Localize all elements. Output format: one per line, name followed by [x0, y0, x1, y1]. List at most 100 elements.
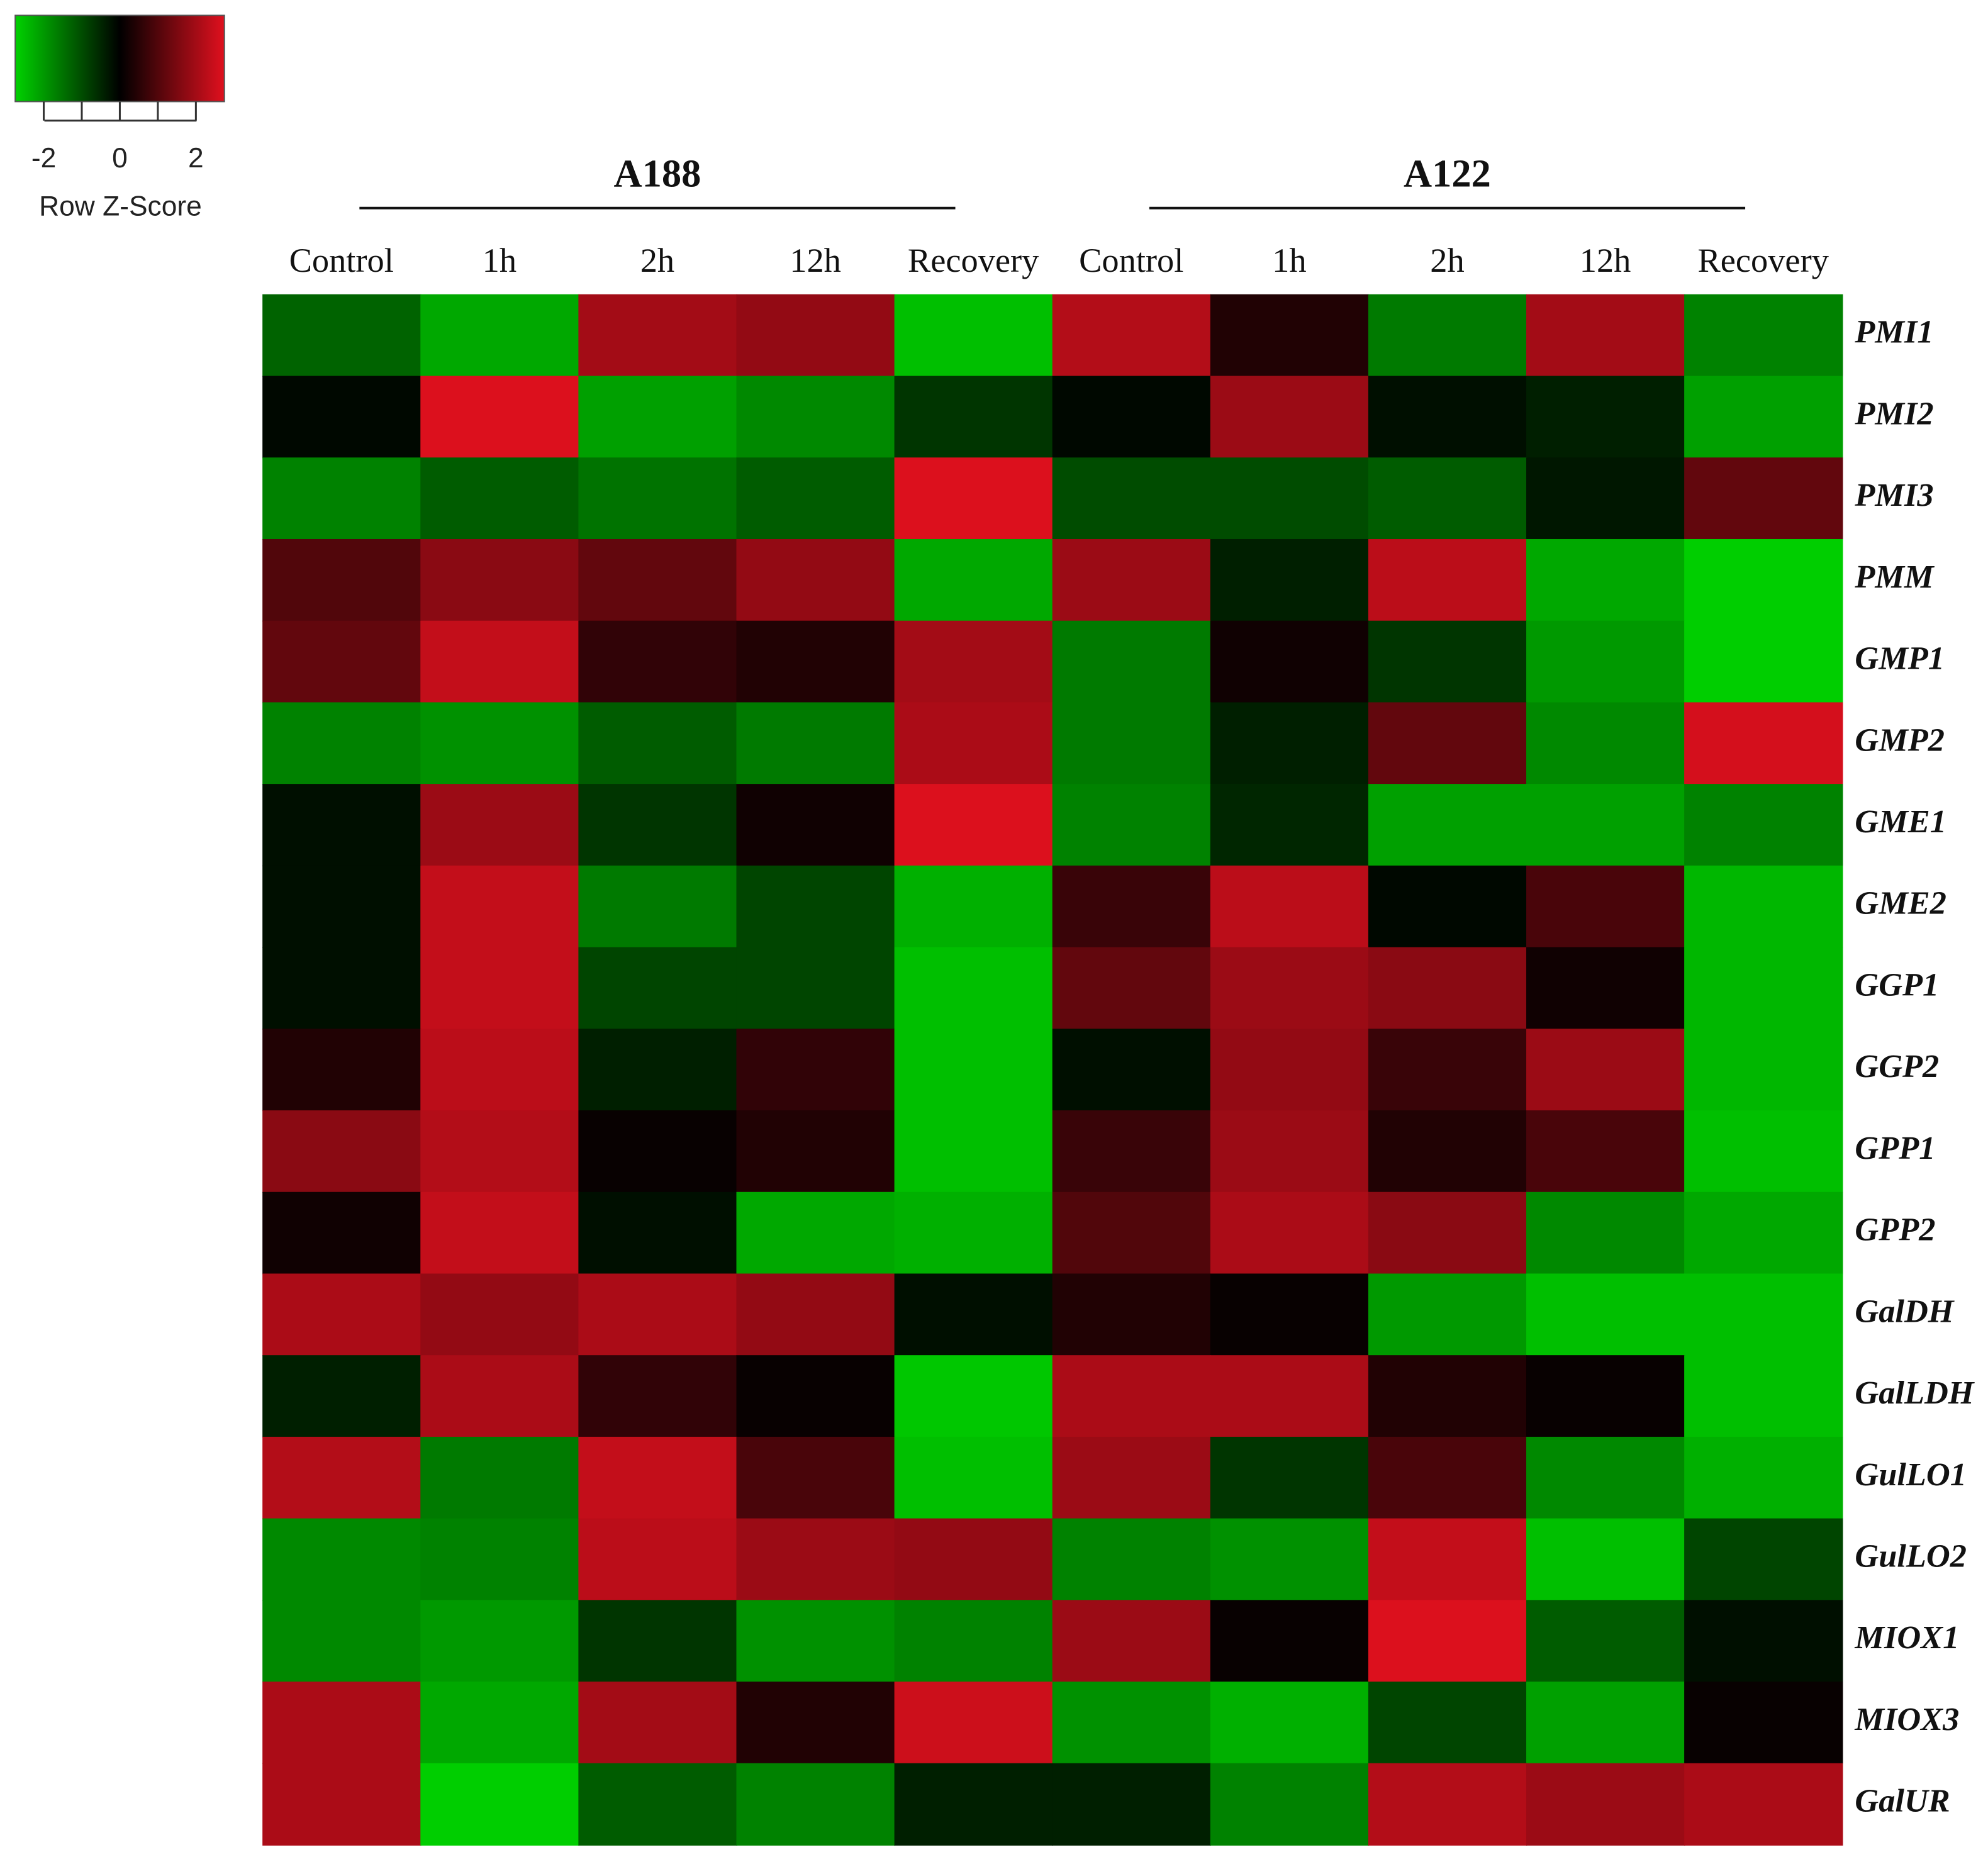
heatmap-cell: [262, 865, 422, 948]
heatmap-cell: [736, 1600, 895, 1683]
heatmap-cell: [262, 1682, 422, 1765]
heatmap-cell: [1368, 1763, 1527, 1846]
row-label: GMP1: [1855, 640, 1945, 677]
heatmap-cell: [1526, 1682, 1685, 1765]
heatmap-cell: [1684, 1436, 1843, 1519]
heatmap-cell: [1526, 1763, 1685, 1846]
heatmap-cell: [578, 376, 737, 459]
heatmap-cell: [262, 294, 422, 377]
heatmap-cell: [736, 1029, 895, 1112]
column-label: 1h: [483, 242, 517, 279]
heatmap-cell: [736, 947, 895, 1030]
heatmap-cell: [1526, 1192, 1685, 1275]
heatmap-cell: [1368, 784, 1527, 867]
heatmap-cell: [1052, 1518, 1212, 1601]
heatmap-cell: [736, 457, 895, 540]
heatmap-cell: [1052, 1029, 1212, 1112]
heatmap-cell: [1526, 1029, 1685, 1112]
heatmap-cell: [894, 294, 1053, 377]
heatmap-cell: [736, 1518, 895, 1601]
heatmap-cell: [736, 784, 895, 867]
heatmap-cell: [736, 376, 895, 459]
color-key: [14, 14, 225, 103]
heatmap-cell: [1052, 1600, 1212, 1683]
legend-tick-label: 0: [112, 143, 128, 174]
heatmap-cell: [736, 1436, 895, 1519]
heatmap-cell: [1368, 376, 1527, 459]
heatmap-cell: [1684, 1192, 1843, 1275]
heatmap-cell: [578, 539, 737, 622]
heatmap-cell: [894, 1110, 1053, 1193]
heatmap-cell: [1052, 457, 1212, 540]
row-label: GalLDH: [1855, 1375, 1975, 1411]
heatmap-cell: [894, 620, 1053, 703]
heatmap-cell: [262, 376, 422, 459]
heatmap-cell: [1368, 702, 1527, 785]
heatmap-cell: [420, 457, 579, 540]
heatmap-cell: [1052, 865, 1212, 948]
heatmap-cell: [1368, 1029, 1527, 1112]
heatmap-cell: [1526, 1436, 1685, 1519]
heatmap-cell: [1526, 702, 1685, 785]
heatmap-cell: [1526, 539, 1685, 622]
heatmap-cell: [1526, 620, 1685, 703]
heatmap-cell: [1526, 865, 1685, 948]
heatmap-cell: [1052, 784, 1212, 867]
heatmap-cell: [736, 1355, 895, 1438]
row-label: MIOX1: [1854, 1619, 1959, 1656]
heatmap-cell: [1684, 1110, 1843, 1193]
heatmap-cell: [262, 539, 422, 622]
heatmap-cell: [1526, 294, 1685, 377]
row-label: GalDH: [1855, 1293, 1955, 1329]
heatmap-cell: [1052, 1110, 1212, 1193]
row-label: GPP2: [1855, 1212, 1935, 1248]
heatmap-cell: [420, 539, 579, 622]
heatmap-cell: [1210, 1192, 1370, 1275]
heatmap-cell: [578, 1273, 737, 1356]
heatmap-cell: [1052, 1436, 1212, 1519]
row-label: PMI1: [1854, 314, 1933, 350]
heatmap-cell: [1052, 620, 1212, 703]
heatmap-cell: [420, 1763, 579, 1846]
heatmap-cell: [1526, 1600, 1685, 1683]
heatmap-cell: [1368, 620, 1527, 703]
heatmap-cell: [1368, 457, 1527, 540]
heatmap-cell: [1684, 1763, 1843, 1846]
heatmap-cell: [1368, 1518, 1527, 1601]
heatmap-cell: [736, 702, 895, 785]
heatmap-cell: [420, 1600, 579, 1683]
heatmap-cell: [894, 457, 1053, 540]
heatmap-cell: [1210, 784, 1370, 867]
heatmap-cell: [578, 294, 737, 377]
heatmap-cell: [420, 702, 579, 785]
group-label: A188: [614, 152, 701, 196]
heatmap-cell: [1368, 1273, 1527, 1356]
heatmap-cell: [1368, 1110, 1527, 1193]
heatmap-cell: [894, 1600, 1053, 1683]
heatmap-cell: [1684, 865, 1843, 948]
column-label: Control: [1079, 242, 1183, 279]
heatmap-cell: [578, 1110, 737, 1193]
legend-title: Row Z-Score: [39, 191, 202, 221]
heatmap-cell: [894, 1763, 1053, 1846]
heatmap-cell: [578, 1192, 737, 1275]
heatmap-cell: [736, 1682, 895, 1765]
heatmap-cell: [1052, 539, 1212, 622]
heatmap-cell: [420, 1273, 579, 1356]
heatmap-cell: [420, 620, 579, 703]
heatmap-cell: [1526, 1110, 1685, 1193]
heatmap-cell: [578, 1355, 737, 1438]
heatmap-cell: [894, 1029, 1053, 1112]
heatmap-cell: [262, 784, 422, 867]
heatmap-cell: [894, 539, 1053, 622]
heatmap-cell: [1210, 376, 1370, 459]
heatmap-cell: [420, 294, 579, 377]
heatmap-cell: [736, 1110, 895, 1193]
heatmap-cell: [262, 1355, 422, 1438]
heatmap-cell: [1368, 294, 1527, 377]
row-label: PMI3: [1854, 477, 1933, 513]
heatmap-cell: [736, 1273, 895, 1356]
heatmap-cell: [736, 1763, 895, 1846]
heatmap-cell: [1684, 1682, 1843, 1765]
